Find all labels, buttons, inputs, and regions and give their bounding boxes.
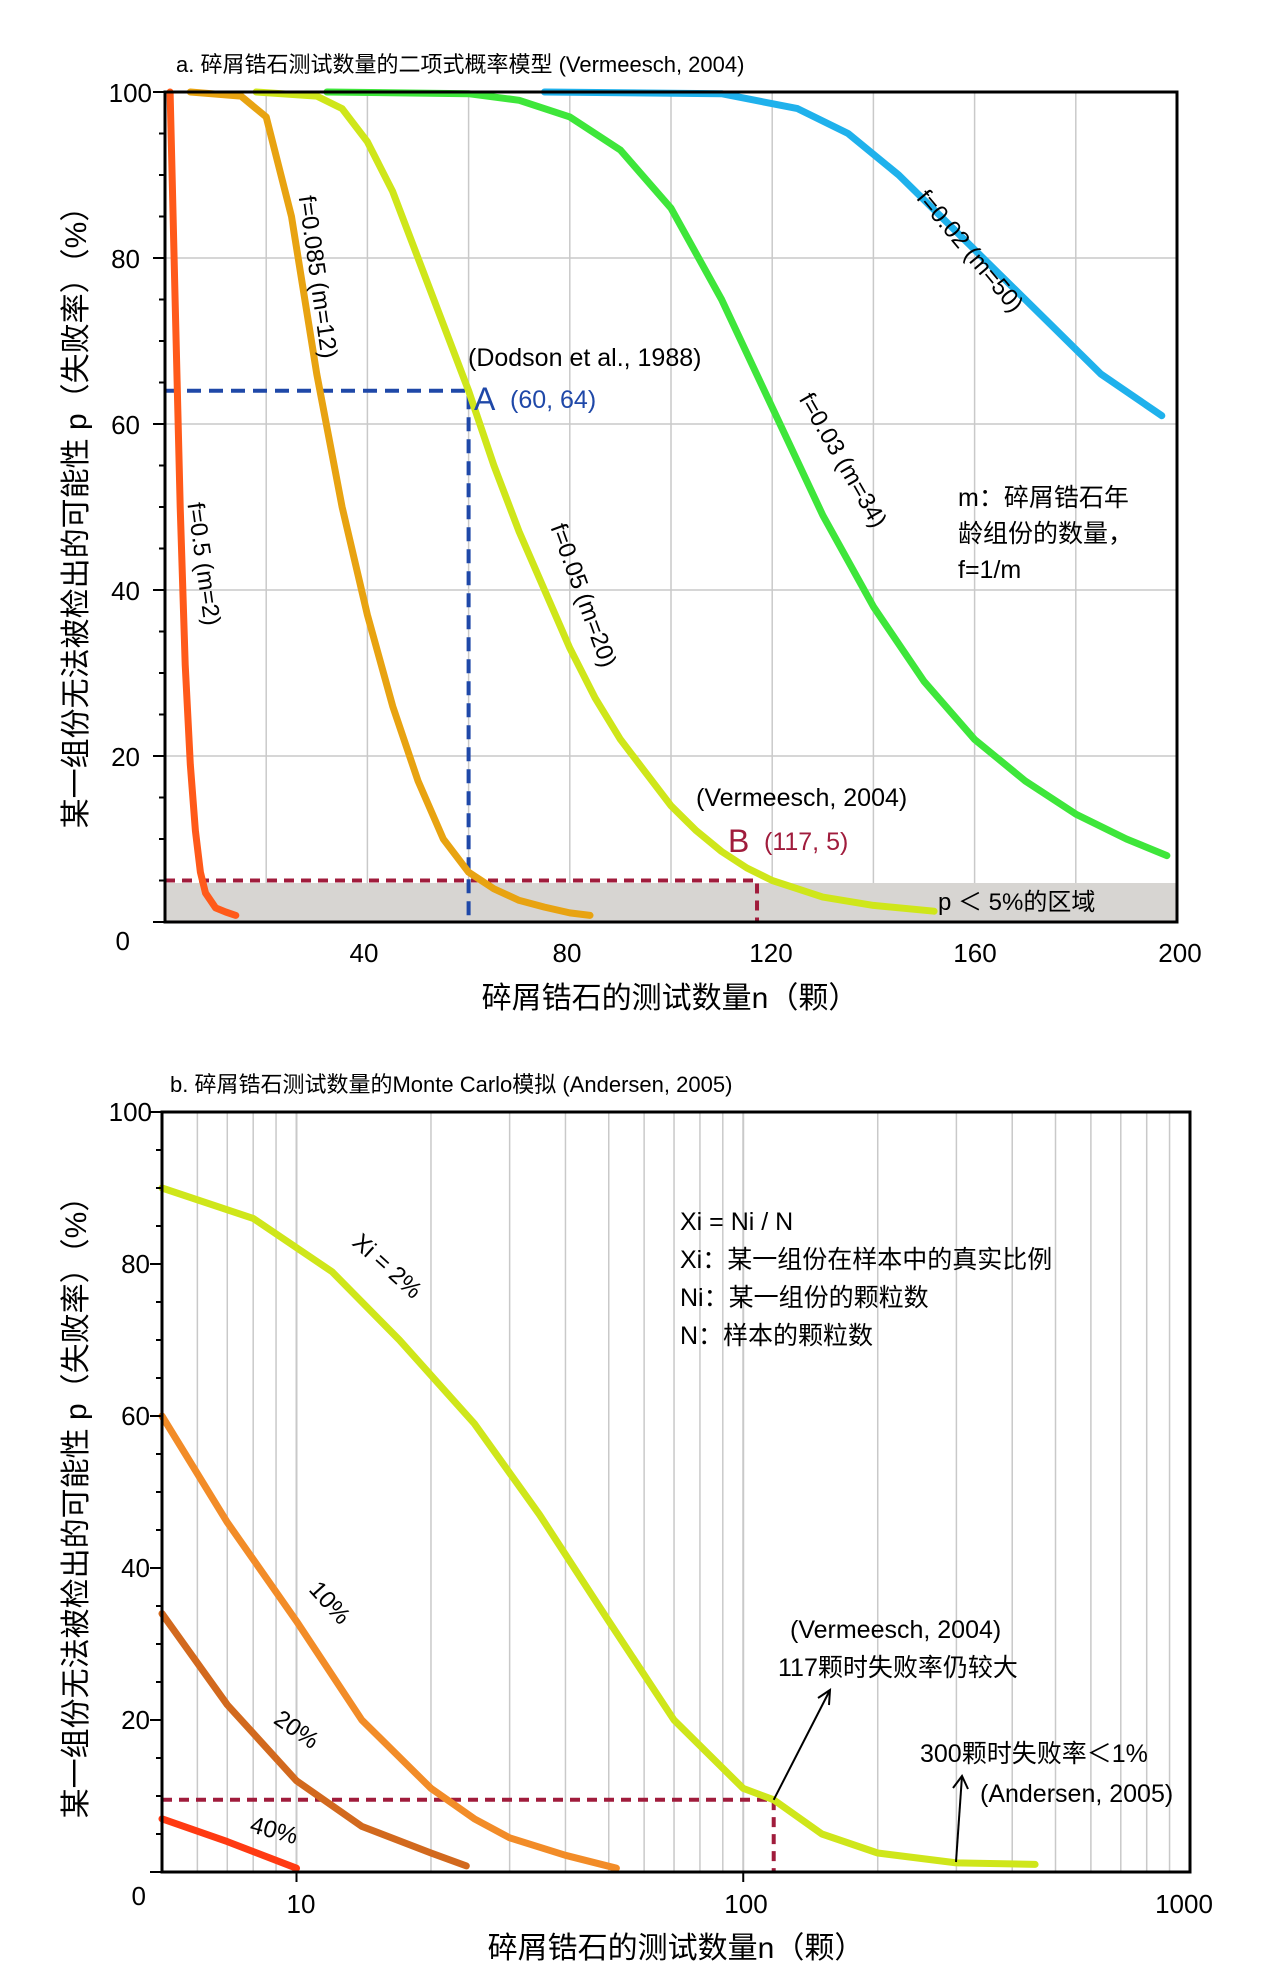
- note-line-1: m：碎屑锆石年: [958, 484, 1129, 512]
- chart-a-series: [166, 88, 1171, 919]
- arrow-head-117: [817, 1688, 832, 1706]
- arrow-300: [955, 1775, 963, 1863]
- x-tick-label: 1000: [1155, 1889, 1213, 1919]
- y-tick-label: 80: [111, 244, 140, 274]
- series-line-a-1: [186, 88, 594, 919]
- x-tick-label: 100: [724, 1889, 767, 1919]
- shaded-region-label: p ＜ 5%的区域: [938, 889, 1095, 916]
- equation-line-3: Ni：某一组份的颗粒数: [680, 1284, 929, 1312]
- annotation-vermeesch-b: (Vermeesch, 2004): [790, 1616, 1001, 1644]
- series-line-b-2: [158, 1610, 470, 1870]
- chart-a-title: a. 碎屑锆石测试数量的二项式概率模型 (Vermeesch, 2004): [176, 52, 744, 77]
- curve-label-f05: f=0.5 (m=2): [181, 501, 225, 628]
- curve-label-10: 10%: [303, 1576, 355, 1630]
- annotation-dodson: (Dodson et al., 1988): [468, 344, 701, 372]
- y-tick-label: 40: [121, 1553, 150, 1583]
- annotation-300-text: 300颗时失败率＜1%: [920, 1740, 1148, 1768]
- y-tick-label: 0: [116, 926, 130, 956]
- y-tick-label: 20: [121, 1705, 150, 1735]
- y-tick-label: 20: [111, 742, 140, 772]
- x-tick-label: 200: [1158, 938, 1201, 968]
- arrow-117: [772, 1689, 831, 1801]
- point-a-coord: (60, 64): [510, 386, 596, 414]
- equation-line-4: N：样本的颗粒数: [680, 1322, 873, 1350]
- chart-b-x-axis-label: 碎屑锆石的测试数量n（颗）: [488, 1932, 865, 1965]
- curve-label-f005: f=0.05 (m=20): [545, 520, 622, 671]
- reference-line-a: [165, 388, 471, 922]
- chart-b-series: [158, 1184, 1039, 1872]
- reference-line-b: [165, 878, 760, 922]
- series-line-a-0: [166, 88, 240, 919]
- note-line-3: f=1/m: [958, 556, 1021, 584]
- chart-a: a. 碎屑锆石测试数量的二项式概率模型 (Vermeesch, 2004) 10…: [60, 52, 1202, 1015]
- x-tick-label: 160: [953, 938, 996, 968]
- curve-label-f002: f=0.02 (m=50): [911, 185, 1029, 318]
- chart-a-reference-lines: [165, 388, 760, 922]
- annotation-117-text: 117颗时失败率仍较大: [778, 1654, 1018, 1682]
- y-tick-label: 60: [121, 1401, 150, 1431]
- x-tick-label: 80: [553, 938, 582, 968]
- series-line-a-2: [252, 88, 938, 915]
- chart-b-y-axis-label: 某一组份无法被检出的可能性 p（失败率）（%）: [60, 1182, 93, 1819]
- annotation-andersen: (Andersen, 2005): [980, 1780, 1173, 1808]
- y-tick-label: 100: [109, 78, 152, 108]
- series-line-a-4: [541, 88, 1166, 420]
- chart-a-shaded-region: [165, 883, 1177, 922]
- equation-line-1: Xi = Ni / N: [680, 1208, 793, 1236]
- y-tick-label: 40: [111, 576, 140, 606]
- note-line-2: 龄组份的数量，: [958, 520, 1133, 548]
- curve-label-xi2: Xi = 2%: [347, 1228, 427, 1304]
- series-line-a-3: [323, 88, 1171, 860]
- chart-b-title: b. 碎屑锆石测试数量的Monte Carlo模拟 (Andersen, 200…: [170, 1072, 732, 1097]
- curve-label-f003: f=0.03 (m=34): [793, 388, 892, 532]
- chart-a-grid: [165, 92, 1177, 922]
- series-line-b-0: [158, 1184, 1039, 1868]
- y-tick-label: 100: [109, 1097, 152, 1127]
- chart-a-ticks: [153, 91, 165, 923]
- chart-b-ticks: [150, 1111, 745, 1882]
- x-tick-label: 40: [350, 938, 379, 968]
- point-a-label: A: [474, 381, 496, 417]
- curve-label-40: 40%: [247, 1811, 300, 1850]
- y-tick-label: 60: [111, 410, 140, 440]
- equation-line-2: Xi：某一组份在样本中的真实比例: [680, 1246, 1052, 1274]
- chart-b: b. 碎屑锆石测试数量的Monte Carlo模拟 (Andersen, 200…: [60, 1072, 1213, 1965]
- chart-b-grid: [196, 1112, 1171, 1872]
- y-tick-label: 80: [121, 1249, 150, 1279]
- chart-a-x-axis-label: 碎屑锆石的测试数量n（颗）: [482, 982, 859, 1015]
- x-tick-label: 120: [749, 938, 792, 968]
- series-line-b-3: [158, 1815, 300, 1872]
- annotation-vermeesch: (Vermeesch, 2004): [696, 784, 907, 812]
- point-b-label: B: [728, 823, 749, 859]
- x-tick-label: 10: [287, 1889, 316, 1919]
- chart-a-y-axis-label: 某一组份无法被检出的可能性 p（失败率）（%）: [60, 192, 93, 829]
- point-b-coord: (117, 5): [764, 828, 848, 856]
- y-tick-label: 0: [132, 1881, 146, 1911]
- series-line-b-1: [158, 1412, 620, 1872]
- arrow-head-300: [952, 1774, 969, 1790]
